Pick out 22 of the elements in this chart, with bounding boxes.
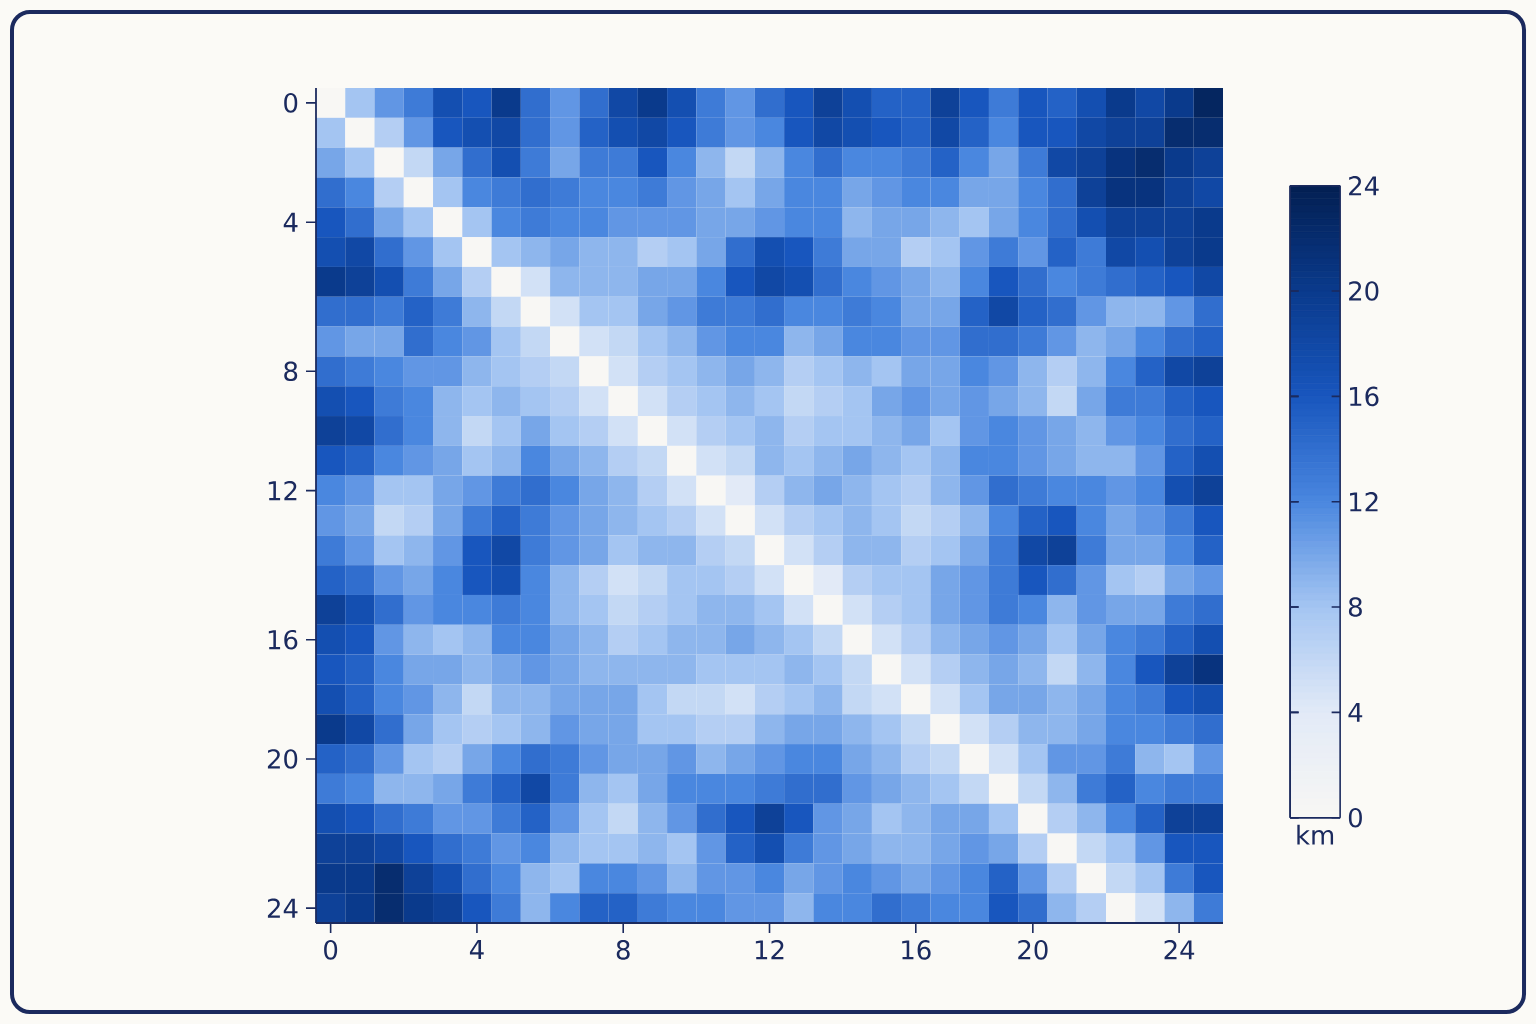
color-bar-label: 8	[1348, 597, 1362, 617]
x-tick-label: 8	[616, 940, 630, 960]
y-tick-label: 4	[283, 212, 298, 232]
color-bar-label: 4	[1348, 702, 1363, 722]
y-tick-label: 12	[268, 480, 297, 501]
color-bar-label: 0	[1348, 807, 1362, 828]
y-tick-label: 8	[284, 361, 298, 382]
color-bar-title: km	[1297, 824, 1334, 845]
color-bar-label: 12	[1350, 492, 1378, 512]
color-bar-label: 16	[1350, 386, 1379, 407]
x-tick-label: 24	[1164, 940, 1195, 960]
color-bar-label: 20	[1349, 281, 1379, 301]
color-bar-label: 24	[1349, 176, 1379, 196]
x-tick-label: 12	[755, 940, 784, 960]
x-tick-label: 20	[1018, 940, 1048, 960]
y-tick-label: 20	[267, 749, 298, 769]
x-tick-label: 0	[324, 940, 338, 960]
y-tick-label: 0	[284, 93, 298, 113]
y-tick-label: 16	[268, 629, 298, 650]
x-tick-label: 4	[469, 940, 484, 959]
x-tick-label: 16	[902, 940, 931, 960]
y-tick-label: 24	[267, 898, 298, 918]
